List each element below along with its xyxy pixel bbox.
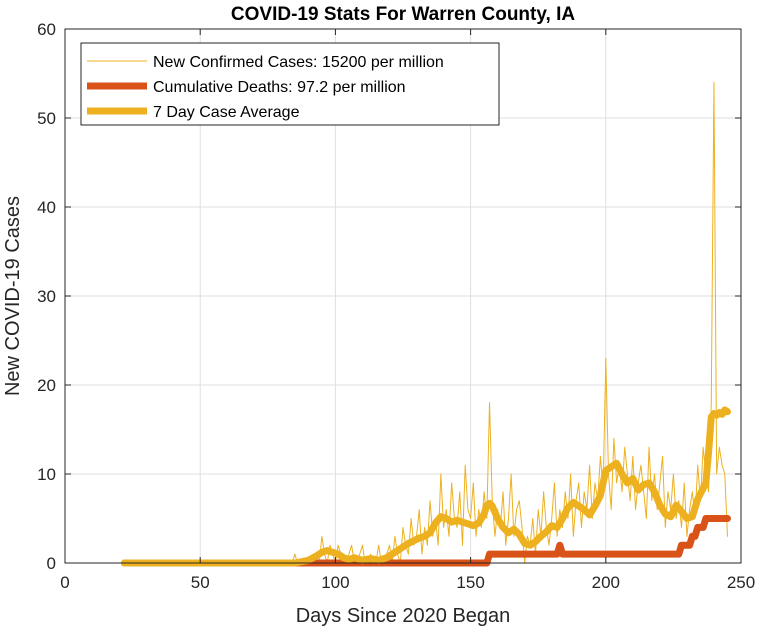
legend-box	[80, 42, 500, 126]
legend-item-cumulative-deaths-label: Cumulative Deaths: 97.2 per million	[153, 79, 406, 96]
series-layer	[120, 81, 731, 567]
y-tick-label-1: 10	[37, 465, 56, 484]
x-tick-label-4: 200	[592, 573, 620, 592]
y-tick-label-0: 0	[47, 554, 56, 573]
y-tick-label-2: 20	[37, 376, 56, 395]
y-tick-label-4: 40	[37, 198, 56, 217]
y-tick-label-5: 50	[37, 109, 56, 128]
ticks: 0 50 100 150 200 250 0 10 20 30 40 50 60	[37, 20, 755, 592]
series-cumulative-deaths-line	[120, 515, 731, 567]
series-7-day-average-line	[120, 406, 731, 567]
x-tick-label-5: 250	[727, 573, 755, 592]
x-tick-label-1: 50	[191, 573, 210, 592]
x-tick-label-2: 100	[321, 573, 349, 592]
legend-item-7-day-average-label: 7 Day Case Average	[153, 104, 300, 121]
x-tick-label-0: 0	[60, 573, 69, 592]
chart-title: COVID-19 Stats For Warren County, IA	[231, 4, 575, 25]
x-tick-label-3: 150	[456, 573, 484, 592]
y-axis-label: New COVID-19 Cases	[2, 196, 24, 396]
y-tick-label-3: 30	[37, 287, 56, 306]
legend: New Confirmed Cases: 15200 per million Cu…	[80, 42, 500, 126]
legend-item-new-cases-label: New Confirmed Cases: 15200 per million	[153, 54, 444, 71]
y-tick-label-6: 60	[37, 20, 56, 39]
x-axis-label: Days Since 2020 Began	[296, 605, 511, 627]
